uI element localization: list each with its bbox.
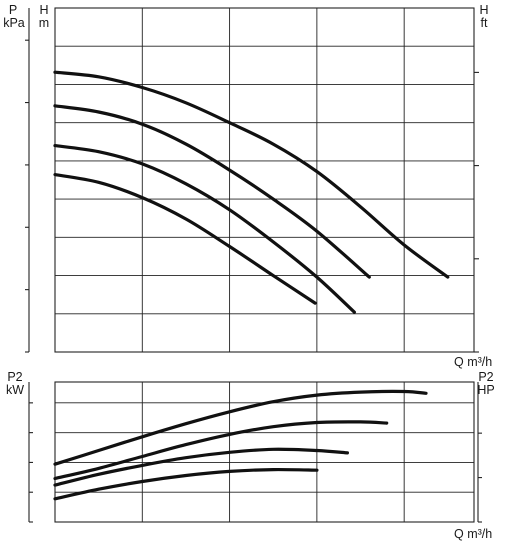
- upper-panel: [25, 7, 479, 353]
- upper-pressure-axis-unit: kPa: [3, 16, 25, 30]
- upper-right-axis-unit: ft: [481, 16, 488, 30]
- lower-power-axis-unit: kW: [6, 383, 24, 397]
- upper-pressure-axis-name: P: [9, 3, 17, 17]
- upper-right-axis-name: H: [479, 3, 488, 17]
- lower-plot-frame: [54, 381, 475, 523]
- lower-panel: [28, 381, 482, 523]
- lower-curve-20-15: [53, 420, 389, 481]
- lower-curve-20-11: [53, 447, 349, 487]
- upper-curve-20-15: [53, 104, 371, 279]
- upper-plot-frame: [54, 7, 475, 353]
- lower-curve-20-22: [53, 389, 428, 466]
- upper-curve-20-11: [53, 144, 356, 314]
- lower-x-axis-unit: Q m³/h: [454, 527, 492, 541]
- lower-curve-20-07: [53, 467, 319, 501]
- upper-curve-20-22: [53, 70, 450, 279]
- upper-head-axis-name: H: [39, 3, 48, 17]
- upper-x-axis-unit: Q m³/h: [454, 355, 492, 369]
- lower-right-axis-name: P2: [478, 370, 493, 384]
- lower-power-axis-name: P2: [7, 370, 22, 384]
- lower-right-axis-unit: HP: [477, 383, 494, 397]
- upper-head-axis-unit: m: [39, 16, 49, 30]
- upper-curve-20-07: [53, 173, 317, 305]
